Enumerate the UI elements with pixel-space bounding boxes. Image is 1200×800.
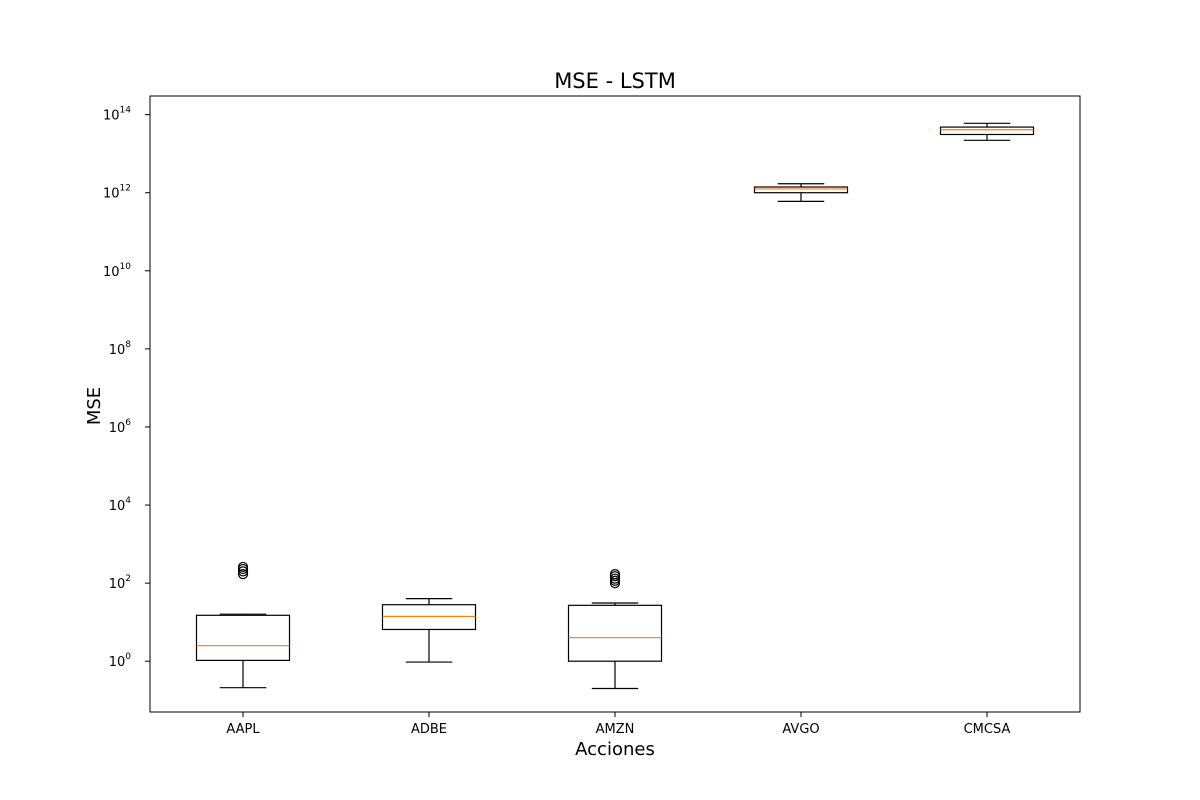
x-tick-label: AVGO — [782, 722, 819, 737]
x-axis-label: Acciones — [575, 739, 655, 760]
box-aapl — [195, 561, 291, 689]
chart-title: MSE - LSTM — [554, 69, 676, 93]
outlier-point — [237, 561, 249, 573]
x-tick-label: ADBE — [411, 722, 447, 737]
y-tick-label: 108 — [109, 340, 132, 358]
iqr-box — [939, 126, 1035, 136]
iqr-box — [381, 604, 477, 631]
box-avgo — [753, 183, 849, 202]
x-axis: AAPL ADBE AMZN AVGO CMCSA — [226, 712, 1010, 737]
y-tick-label: 106 — [109, 418, 132, 436]
iqr-box — [753, 186, 849, 194]
outlier-point — [237, 569, 249, 580]
box-amzn — [567, 569, 663, 690]
boxes-layer — [195, 122, 1035, 690]
y-tick-label: 104 — [109, 496, 132, 514]
y-tick-label: 1012 — [103, 184, 131, 202]
x-tick-label: AMZN — [596, 722, 635, 737]
x-tick-label: CMCSA — [964, 722, 1011, 737]
box-adbe — [381, 598, 477, 663]
y-tick-label: 1014 — [103, 106, 131, 124]
iqr-box — [567, 604, 663, 662]
outlier-point — [609, 569, 621, 580]
y-axis: 100 102 104 106 108 1010 1012 1014 — [103, 106, 150, 670]
y-tick-label: 1010 — [103, 262, 131, 280]
y-tick-label: 100 — [109, 652, 132, 670]
y-axis-label: MSE — [84, 387, 105, 425]
iqr-box — [195, 614, 291, 661]
y-tick-label: 102 — [109, 574, 131, 592]
box-cmcsa — [939, 122, 1035, 141]
x-tick-label: AAPL — [226, 722, 260, 737]
outlier-point — [609, 573, 621, 584]
